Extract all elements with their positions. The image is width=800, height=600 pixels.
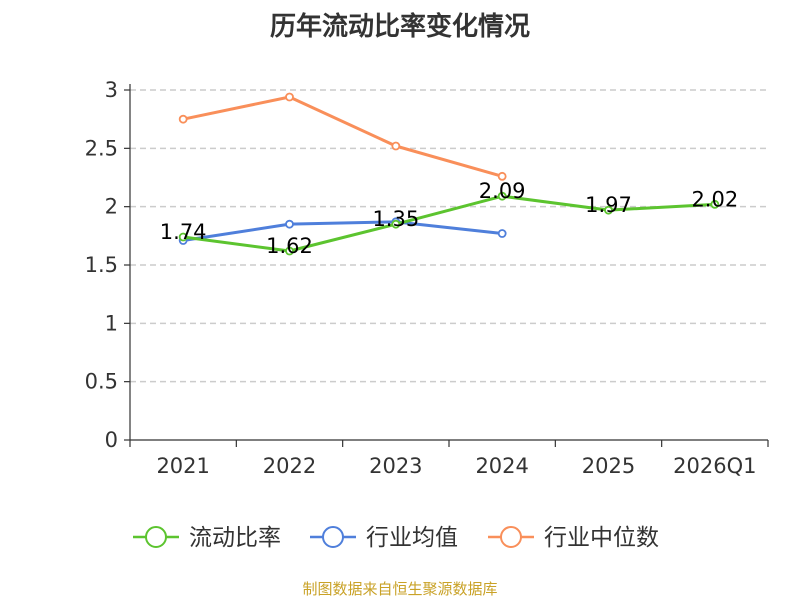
data-point[interactable] xyxy=(178,232,188,242)
x-tick-label: 2026Q1 xyxy=(673,454,756,478)
y-tick-label: 3 xyxy=(105,78,118,102)
source-note: 制图数据来自恒生聚源数据库 xyxy=(302,580,498,598)
data-label: 1.74 xyxy=(160,220,207,244)
y-tick-label: 0.5 xyxy=(85,370,118,394)
y-tick-label: 2.5 xyxy=(85,136,118,160)
data-point[interactable] xyxy=(497,191,507,201)
data-point[interactable] xyxy=(285,219,294,229)
grid-lines xyxy=(130,89,768,383)
legend-label: 行业中位数 xyxy=(544,525,659,551)
data-point[interactable] xyxy=(285,92,294,102)
legend-item[interactable]: 行业均值 xyxy=(310,525,458,551)
data-point[interactable] xyxy=(710,199,720,209)
data-point[interactable] xyxy=(604,205,613,215)
y-tick-label: 0 xyxy=(105,428,118,452)
data-label: 2.09 xyxy=(479,179,526,203)
data-point[interactable] xyxy=(391,219,401,229)
series-line xyxy=(182,95,503,178)
series-line xyxy=(182,220,503,242)
data-point[interactable] xyxy=(391,141,401,151)
y-tick-label: 1.5 xyxy=(85,253,118,277)
axes: 0 0.5 1 1.5 2 2.5 3 2021 2022 2023 2024 2025 2026Q1 xyxy=(85,78,769,478)
data-label: 1.97 xyxy=(585,193,632,217)
x-tick-label: 2021 xyxy=(156,454,209,478)
series-lines xyxy=(178,92,720,256)
legend-item[interactable]: 流动比率 xyxy=(133,525,281,551)
legend[interactable]: 流动比率 行业均值 行业中位数 xyxy=(133,525,659,551)
legend-label: 行业均值 xyxy=(366,525,458,551)
x-tick-label: 2024 xyxy=(475,454,528,478)
legend-label: 流动比率 xyxy=(189,525,281,551)
x-tick-label: 2025 xyxy=(582,454,635,478)
data-point[interactable] xyxy=(178,114,188,124)
data-label: 1.35 xyxy=(372,207,419,231)
legend-marker xyxy=(500,526,522,548)
series-line xyxy=(182,194,715,253)
legend-marker xyxy=(145,526,167,548)
y-tick-label: 2 xyxy=(105,195,118,219)
legend-marker xyxy=(322,526,344,548)
chart-title: 历年流动比率变化情况 xyxy=(269,12,530,42)
data-point[interactable] xyxy=(285,246,294,256)
x-tick-label: 2022 xyxy=(263,454,316,478)
data-label: 1.62 xyxy=(266,234,313,258)
data-point[interactable] xyxy=(497,229,507,238)
x-tick-label: 2023 xyxy=(369,454,422,478)
data-labels: 1.74 1.62 1.35 2.09 1.97 2.02 xyxy=(160,179,738,258)
legend-item[interactable]: 行业中位数 xyxy=(488,525,659,551)
y-tick-label: 1 xyxy=(105,311,118,335)
data-point[interactable] xyxy=(497,171,507,181)
data-label: 2.02 xyxy=(691,187,738,211)
